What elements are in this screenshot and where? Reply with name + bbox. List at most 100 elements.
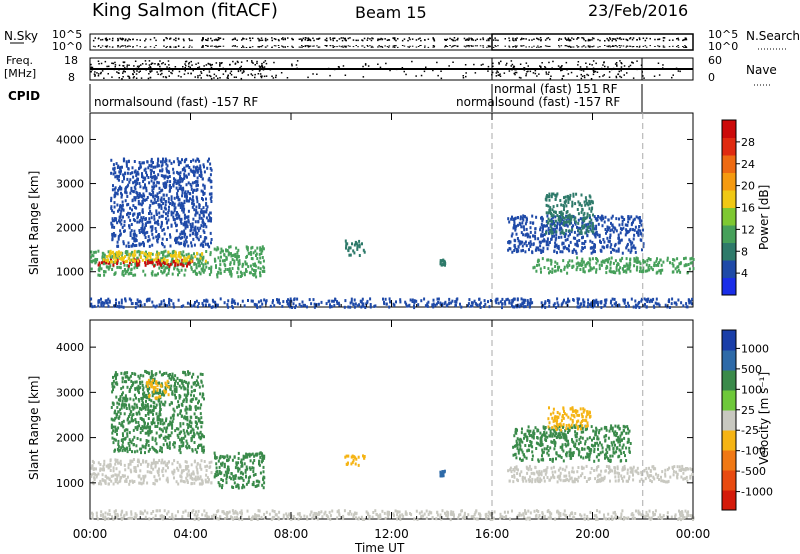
scatter-cell — [582, 269, 585, 273]
scatter-cell — [628, 217, 631, 221]
scatter-cell — [143, 233, 146, 237]
freq-point — [156, 71, 158, 73]
nsky-point — [479, 38, 482, 41]
scatter-cell — [629, 227, 632, 231]
scatter-cell — [105, 258, 108, 262]
scatter-cell — [547, 228, 550, 232]
nsky-point — [599, 39, 601, 42]
scatter-cell — [613, 248, 616, 252]
freq-point — [495, 72, 498, 74]
scatter-cell — [113, 449, 116, 453]
scatter-cell — [150, 199, 153, 203]
scatter-cell — [183, 166, 186, 170]
nsearch-point — [616, 46, 619, 48]
scatter-cell — [151, 252, 154, 256]
scatter-cell — [201, 177, 204, 181]
scatter-cell — [153, 197, 156, 201]
scatter-cell — [352, 302, 355, 306]
nsky-point — [609, 38, 612, 40]
scatter-cell — [171, 462, 174, 466]
scatter-cell — [130, 223, 133, 226]
scatter-cell — [516, 303, 519, 307]
scatter-cell — [145, 171, 148, 175]
freq-point — [586, 66, 588, 68]
scatter-cell — [373, 304, 376, 308]
scatter-cell — [192, 231, 194, 235]
freq-point — [296, 60, 299, 62]
scatter-cell — [98, 482, 100, 486]
scatter-cell — [163, 232, 166, 236]
scatter-cell — [98, 267, 101, 270]
freq-point — [149, 76, 152, 79]
freq-point — [603, 74, 605, 76]
scatter-cell — [174, 221, 177, 225]
scatter-cell — [574, 249, 577, 253]
scatter-cell — [259, 267, 262, 271]
scatter-cell — [186, 474, 189, 478]
scatter-cell — [113, 437, 116, 441]
scatter-cell — [209, 167, 212, 170]
scatter-cell — [537, 237, 540, 241]
freq-point — [254, 73, 256, 76]
scatter-cell — [227, 299, 230, 303]
scatter-cell — [168, 301, 170, 304]
scatter-cell — [199, 164, 202, 168]
scatter-cell — [173, 177, 175, 181]
nsearch-point — [593, 45, 595, 47]
nsky-point — [325, 37, 328, 40]
scatter-cell — [185, 235, 188, 239]
scatter-cell — [108, 265, 111, 269]
nsearch-point — [105, 46, 108, 48]
scatter-cell — [148, 298, 151, 302]
scatter-cell — [579, 202, 582, 206]
scatter-cell — [228, 269, 231, 273]
freq-point — [126, 64, 129, 66]
nsky-point — [432, 37, 434, 39]
freq-point — [602, 75, 604, 77]
freq-point — [327, 67, 330, 70]
nsky-point — [271, 37, 273, 39]
scatter-cell — [336, 302, 339, 305]
freq-point — [254, 76, 256, 79]
scatter-cell — [170, 377, 173, 381]
scatter-cell — [443, 259, 446, 263]
scatter-cell — [175, 229, 178, 233]
scatter-cell — [581, 246, 584, 250]
scatter-cell — [90, 474, 93, 478]
scatter-cell — [110, 251, 113, 255]
scatter-cell — [175, 240, 178, 244]
scatter-cell — [133, 249, 136, 253]
freq-point — [102, 68, 104, 70]
freq-point — [170, 71, 172, 74]
scatter-cell — [149, 168, 152, 172]
scatter-cell — [201, 256, 204, 260]
nsky-point — [182, 38, 185, 40]
scatter-cell — [564, 245, 567, 249]
scatter-cell — [140, 403, 143, 407]
nsearch-point — [219, 45, 222, 47]
scatter-cell — [521, 244, 524, 248]
scatter-cell — [142, 426, 145, 430]
scatter-cell — [511, 232, 514, 236]
scatter-cell — [569, 193, 572, 197]
scatter-cell — [132, 181, 135, 185]
freq-point — [677, 70, 680, 72]
nsky-point — [344, 37, 346, 40]
scatter-cell — [176, 263, 179, 266]
freq-point — [222, 67, 224, 70]
scatter-cell — [131, 405, 134, 409]
nsearch-point — [420, 45, 422, 46]
scatter-cell — [310, 302, 313, 306]
scatter-cell — [497, 301, 500, 305]
scatter-cell — [349, 253, 352, 257]
freq-point — [269, 69, 272, 71]
scatter-cell — [200, 211, 203, 215]
nsky-point — [284, 37, 286, 40]
scatter-cell — [149, 256, 152, 260]
nsearch-point — [419, 45, 421, 46]
scatter-cell — [156, 198, 159, 202]
freq-point — [551, 67, 553, 69]
scatter-cell — [127, 256, 130, 260]
scatter-cell — [167, 197, 170, 201]
scatter-cell — [552, 192, 555, 196]
